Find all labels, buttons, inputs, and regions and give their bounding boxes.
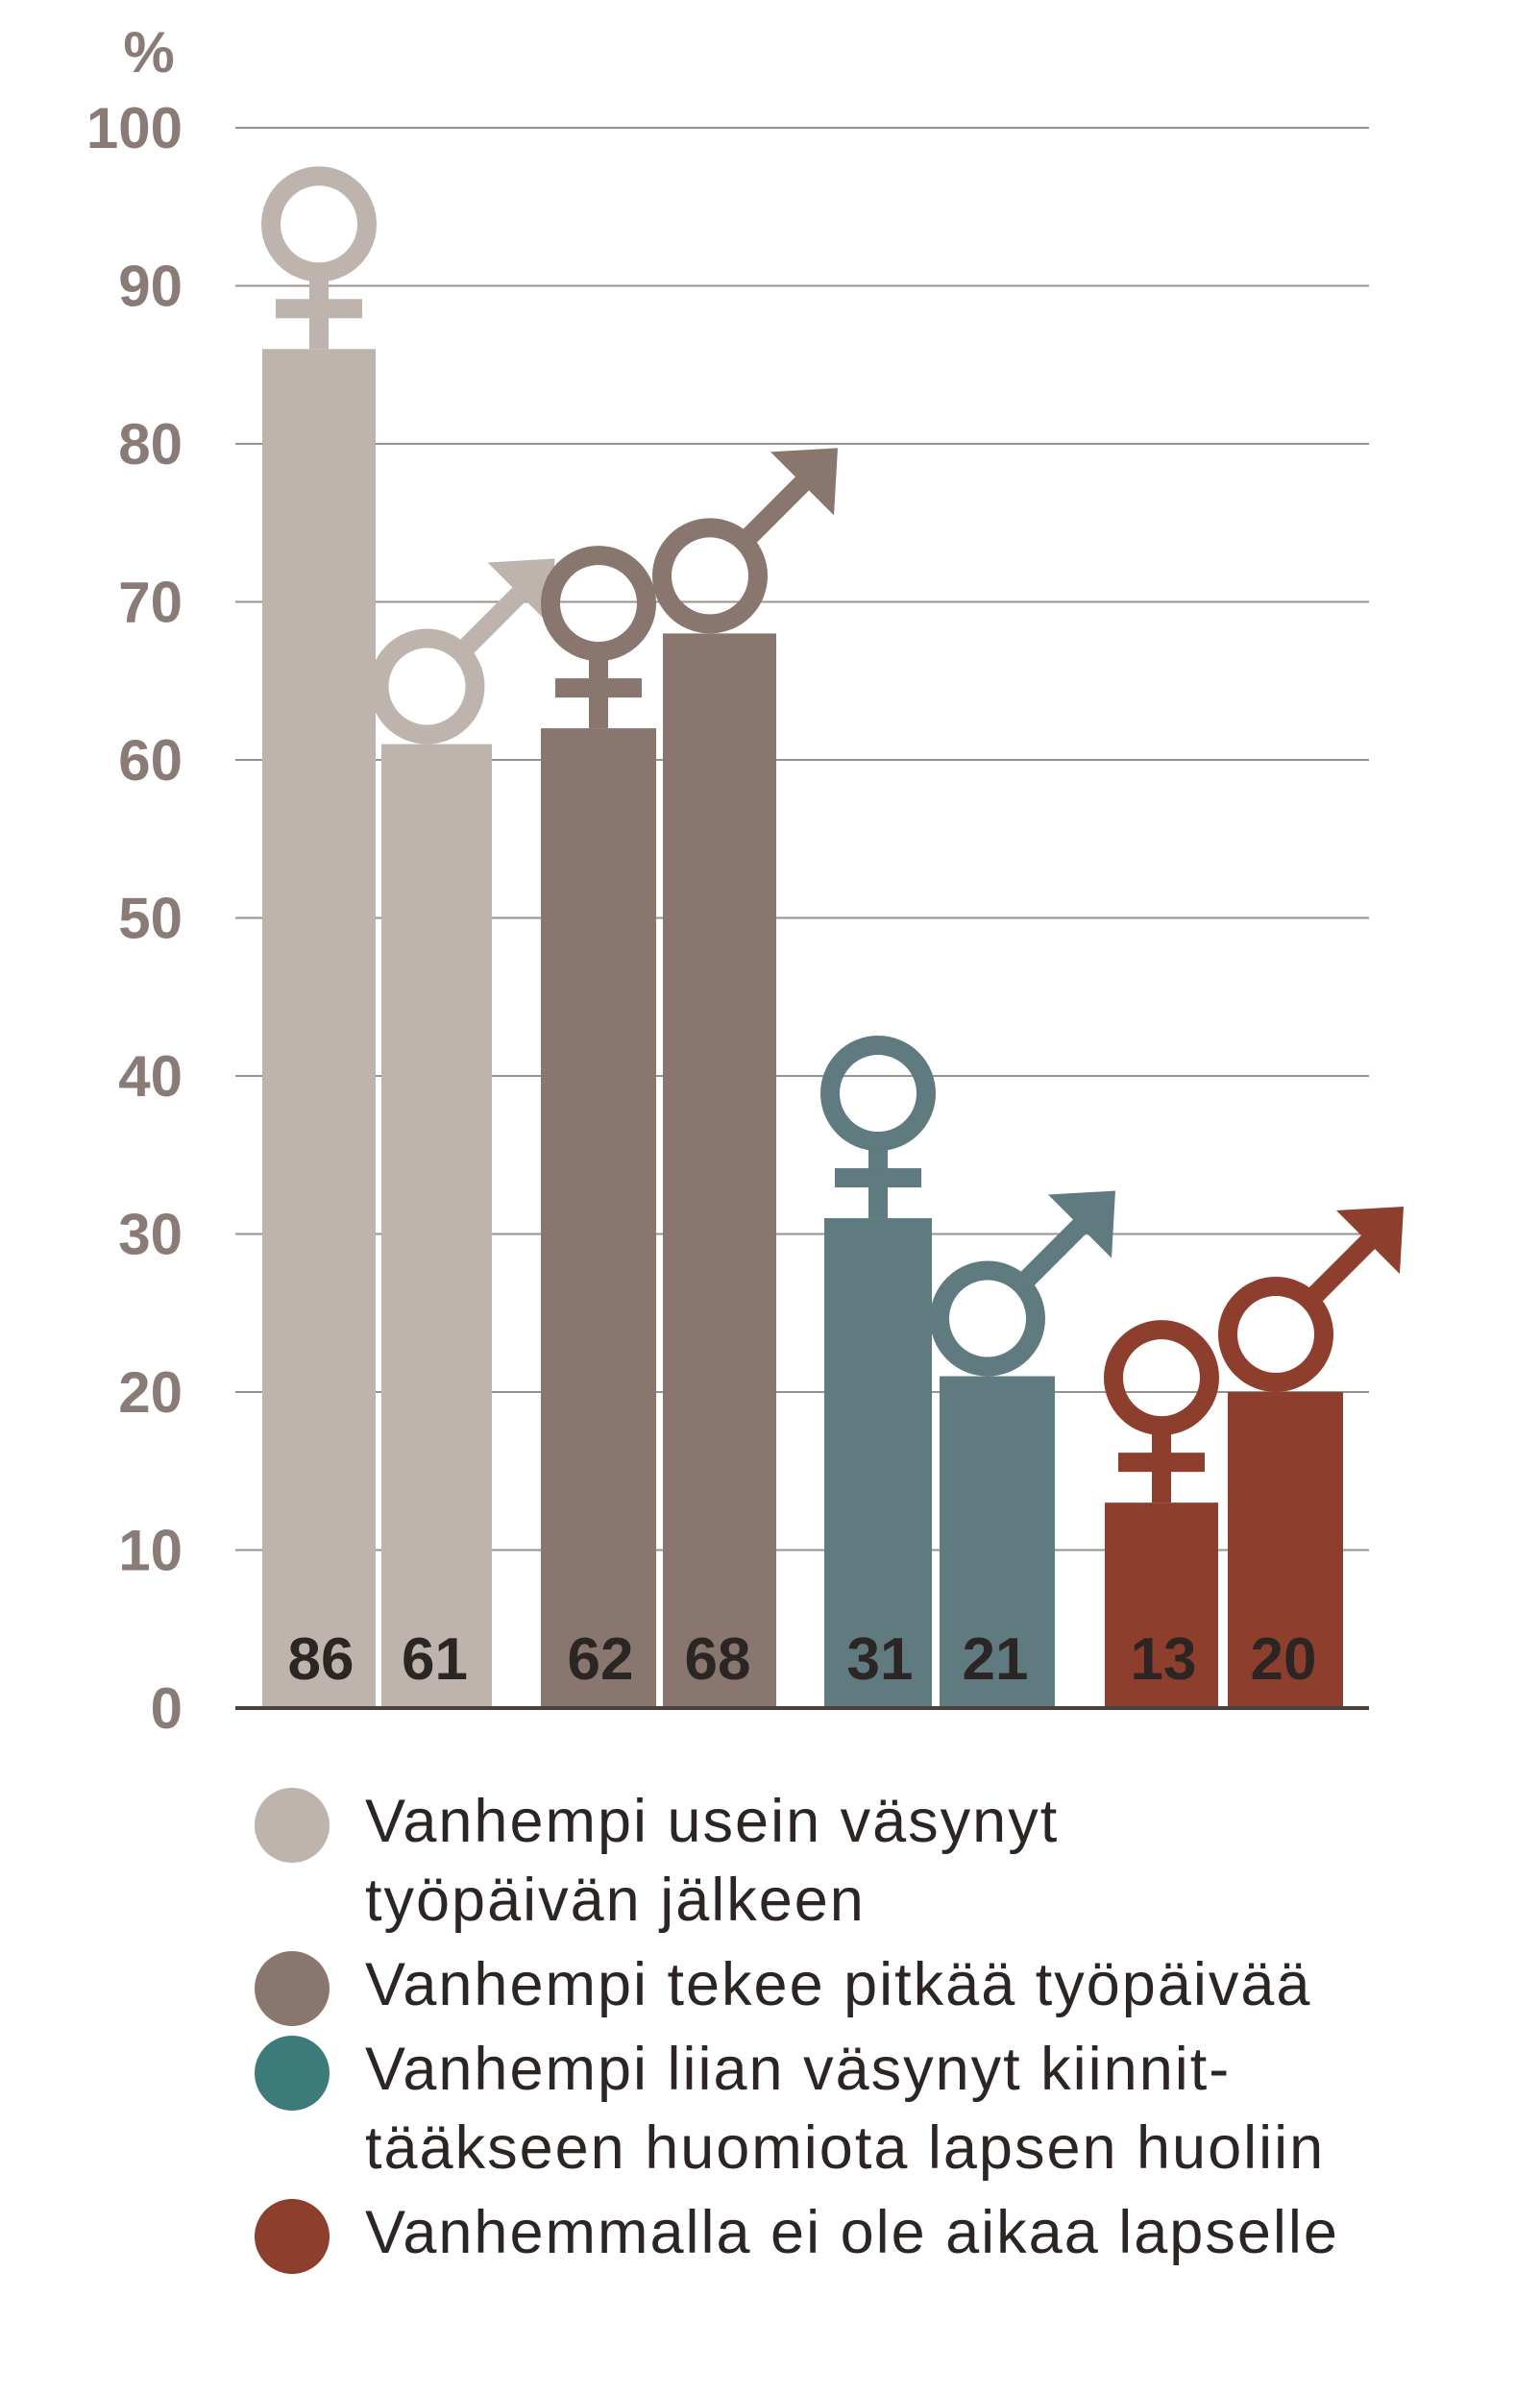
data-label: 13 [1131, 1626, 1197, 1693]
data-label: 86 [288, 1626, 354, 1693]
bar-female [1105, 1502, 1218, 1708]
legend-item: Vanhempi usein väsynyt työpäivän jälkeen [255, 1782, 1523, 1940]
y-tick-label: 0 [151, 1676, 183, 1729]
chart: 0 10 20 30 40 50 60 70 80 90 100% 86 61 62 68 31 21 13 20 [86, 20, 1404, 1729]
legend-swatch [255, 1788, 330, 1863]
female-symbol-icon [1104, 1320, 1219, 1503]
y-tick-label: 70 [118, 571, 183, 635]
bar-male [940, 1376, 1055, 1708]
bar-chart: 0 10 20 30 40 50 60 70 80 90 100% 86 61 62 68 31 21 13 20 [86, 20, 1404, 1729]
bar-male [381, 744, 492, 1708]
legend-item: Vanhempi liian väsynyt kiinnit- tääkseen… [255, 2030, 1523, 2187]
female-symbol-icon [820, 1036, 936, 1219]
legend-label: Vanhempi usein väsynyt työpäivän jälkeen [365, 1788, 1060, 1934]
legend-swatch [255, 2036, 330, 2111]
data-label: 68 [685, 1626, 751, 1693]
y-tick-label: 20 [118, 1360, 183, 1425]
male-symbol-icon [930, 1190, 1115, 1377]
legend-label: Vanhempi tekee pitkää työpäivää [365, 1951, 1312, 2018]
data-label: 20 [1251, 1626, 1317, 1693]
male-symbol-icon [1218, 1207, 1404, 1392]
bar-female [824, 1218, 932, 1708]
legend-label: Vanhempi liian väsynyt kiinnit- tääkseen… [365, 2036, 1326, 2182]
female-symbol-icon [261, 166, 377, 350]
bar-male [1228, 1392, 1343, 1708]
data-label: 21 [963, 1626, 1029, 1693]
legend-swatch [255, 1951, 330, 2026]
y-tick-label: 40 [118, 1044, 183, 1109]
data-label: 61 [402, 1626, 468, 1693]
legend-item: Vanhemmalla ei ole aikaa lapselle [255, 2193, 1523, 2274]
bar-female [541, 728, 656, 1708]
y-tick-label: 10 [118, 1519, 183, 1583]
male-symbol-icon [652, 448, 838, 634]
bar-female [262, 349, 376, 1708]
legend-swatch [255, 2199, 330, 2274]
legend-item: Vanhempi tekee pitkää työpäivää [255, 1945, 1523, 2026]
y-axis-label: % [123, 20, 174, 85]
legend-label: Vanhemmalla ei ole aikaa lapselle [365, 2199, 1339, 2266]
y-tick-label: 50 [118, 887, 183, 951]
y-tick-label: 30 [118, 1203, 183, 1267]
female-symbol-icon [541, 546, 656, 729]
data-label: 62 [568, 1626, 634, 1693]
y-tick-label: 100 [86, 96, 183, 160]
y-tick-label: 90 [118, 255, 183, 319]
y-tick-label: 60 [118, 728, 183, 793]
data-label: 31 [847, 1626, 914, 1693]
y-tick-label: 80 [118, 412, 183, 476]
bar-male [663, 633, 776, 1708]
legend: Vanhempi usein väsynyt työpäivän jälkeen… [255, 1782, 1523, 2278]
male-symbol-icon [369, 558, 555, 745]
